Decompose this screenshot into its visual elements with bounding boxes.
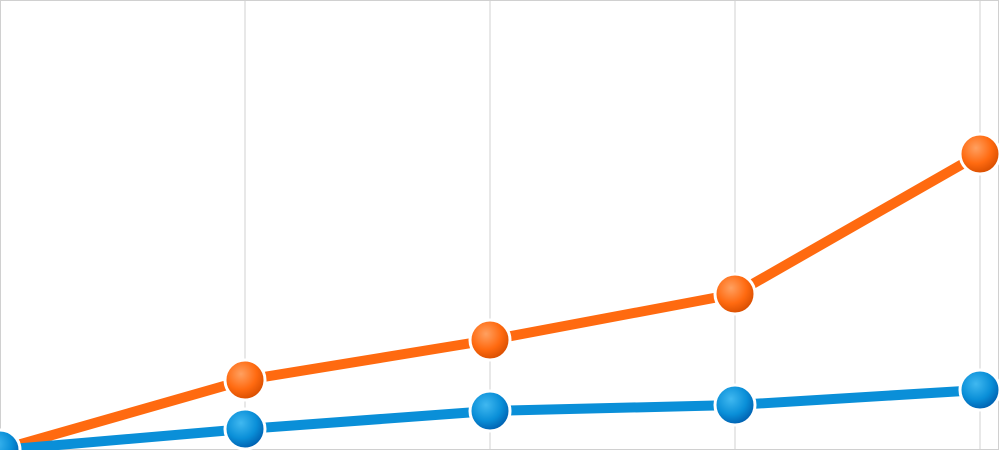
marker — [223, 407, 267, 450]
marker — [713, 383, 757, 427]
marker — [958, 132, 999, 176]
marker — [468, 318, 512, 362]
marker — [468, 389, 512, 433]
marker — [958, 368, 999, 412]
marker — [713, 272, 757, 316]
marker — [0, 428, 22, 450]
marker — [223, 358, 267, 402]
